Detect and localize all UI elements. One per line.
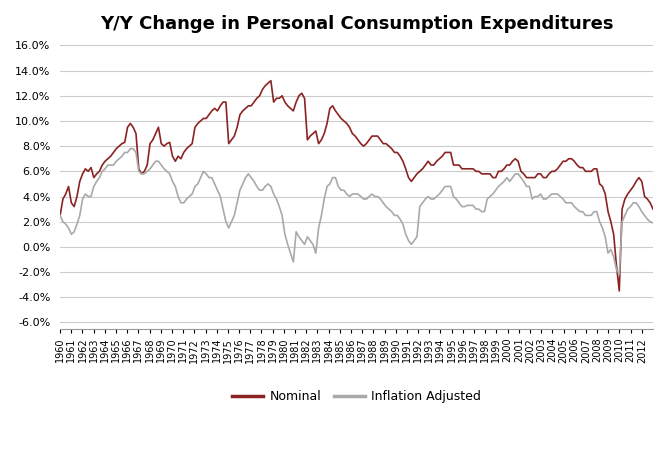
Inflation Adjusted	[87, 194, 95, 199]
Legend: Nominal, Inflation Adjusted: Nominal, Inflation Adjusted	[227, 385, 486, 408]
Nominal	[615, 288, 623, 294]
Inflation Adjusted	[568, 200, 576, 206]
Inflation Adjusted	[101, 166, 109, 172]
Line: Nominal: Nominal	[60, 80, 653, 291]
Nominal	[497, 169, 505, 174]
Inflation Adjusted	[480, 209, 488, 215]
Nominal	[345, 124, 353, 130]
Nominal	[568, 156, 576, 161]
Nominal	[56, 213, 64, 218]
Nominal	[480, 171, 488, 177]
Title: Y/Y Change in Personal Consumption Expenditures: Y/Y Change in Personal Consumption Expen…	[100, 15, 613, 33]
Nominal	[101, 159, 109, 164]
Nominal	[267, 78, 275, 83]
Nominal	[649, 206, 657, 212]
Inflation Adjusted	[56, 213, 64, 218]
Inflation Adjusted	[126, 146, 134, 151]
Inflation Adjusted	[497, 181, 505, 187]
Line: Inflation Adjusted: Inflation Adjusted	[60, 149, 653, 275]
Inflation Adjusted	[345, 194, 353, 199]
Inflation Adjusted	[649, 220, 657, 226]
Nominal	[87, 165, 95, 170]
Inflation Adjusted	[615, 272, 623, 278]
